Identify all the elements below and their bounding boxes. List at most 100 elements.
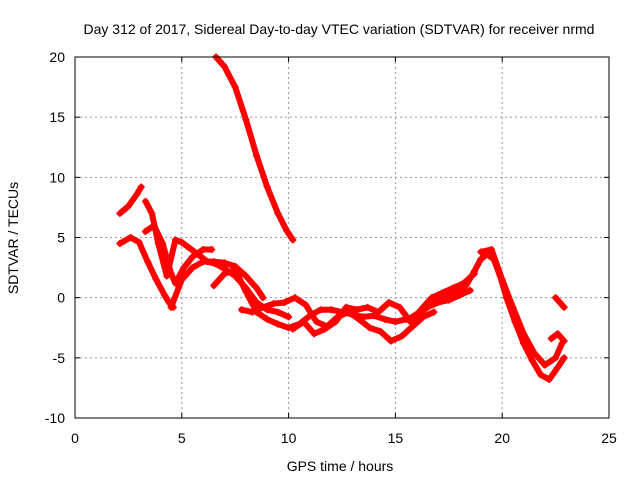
y-tick-label: 5 [57,230,65,246]
data-point [396,303,404,311]
data-point [466,286,474,294]
data-point [270,300,278,308]
series-track-k [477,246,566,369]
data-point [274,209,282,217]
data-point [302,301,310,309]
data-point [116,240,124,248]
data-point [376,327,384,335]
y-tick-label: -10 [45,410,65,426]
data-point [528,356,536,364]
data-point [171,236,179,244]
data-point [141,227,149,235]
data-point [135,238,143,246]
grid-lines [75,57,609,418]
series-track-a [116,183,145,217]
data-point [445,296,453,304]
data-point [253,152,261,160]
data-point [178,276,186,284]
data-point [451,289,459,297]
data-point [408,323,416,331]
data-point [406,318,414,326]
data-point [560,354,568,362]
data-point [141,197,149,205]
data-point [259,294,267,302]
data-point [285,313,293,321]
data-point [242,288,250,296]
data-point [191,248,199,256]
data-point [188,253,196,261]
data-point [391,318,399,326]
data-point [560,303,568,311]
data-point [124,202,132,210]
data-point [498,276,506,284]
y-tick-label: 15 [49,109,65,125]
y-tick-label: 20 [49,49,65,65]
data-point [366,324,374,332]
data-point [259,303,267,311]
data-point [291,294,299,302]
data-point [470,267,478,275]
data-point [133,190,141,198]
data-point [161,291,169,299]
data-point [282,226,290,234]
data-point [332,318,340,326]
data-point [317,306,325,314]
data-point [477,248,485,256]
series-track [168,258,266,311]
x-tick-label: 10 [281,430,297,446]
data-point [509,303,517,311]
data-point [385,298,393,306]
data-point [327,306,335,314]
data-point [154,240,162,248]
data-point [178,238,186,246]
data-point [554,330,562,338]
x-tick-label: 5 [178,430,186,446]
data-point [253,284,261,292]
data-point [419,313,427,321]
data-point [408,313,416,321]
data-point [552,294,560,302]
data-point [530,349,538,357]
data-point [289,325,297,333]
data-point [541,361,549,369]
data-point [312,318,320,326]
x-tick-label: 20 [494,430,510,446]
data-point [364,303,372,311]
x-tick-label: 0 [71,430,79,446]
data-point [242,272,250,280]
data-point [221,63,229,71]
y-tick-label: 0 [57,290,65,306]
x-axis-label: GPS time / hours [287,458,394,474]
data-point [430,308,438,316]
data-point [545,375,553,383]
data-point [263,183,271,191]
axis-ticks: 0 5 10 15 20 25 -10 -5 0 5 10 15 20 [45,49,617,446]
data-point [242,116,250,124]
data-point [374,308,382,316]
series-track-m [552,294,568,311]
data-point [199,258,207,266]
data-point [554,363,562,371]
data-point [127,234,135,241]
series-track-l [547,330,568,345]
data-point [547,335,555,343]
data-point [289,236,297,244]
data-point [441,291,449,299]
data-point [280,298,288,306]
data-point [144,258,152,266]
data-point [163,272,171,280]
data-point [398,332,406,340]
chart-title: Day 312 of 2017, Sidereal Day-to-day VTE… [84,21,595,37]
data-point [342,303,350,311]
data-point [274,320,282,328]
series-track [116,184,145,217]
data-point [148,209,156,217]
data-point [116,209,124,217]
data-point [248,308,256,316]
y-axis-label: SDTVAR / TECUs [5,182,21,294]
data-point [221,270,229,278]
y-tick-label: 10 [49,169,65,185]
data-point [274,308,282,316]
